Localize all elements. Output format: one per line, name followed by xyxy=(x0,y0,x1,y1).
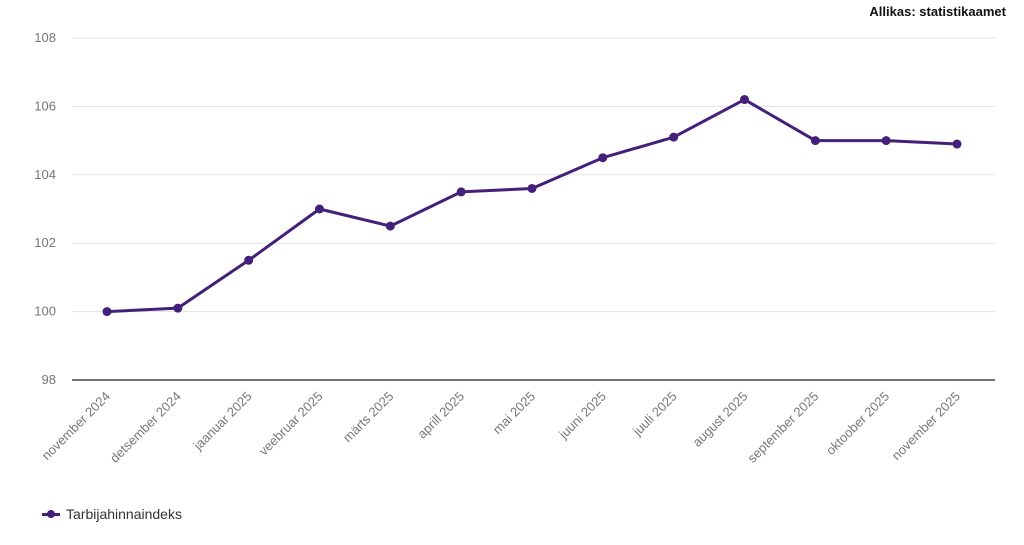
x-tick-label: oktoober 2025 xyxy=(823,389,892,458)
series-line xyxy=(106,98,958,314)
y-tick-label: 108 xyxy=(34,30,56,45)
legend-label: Tarbijahinnaindeks xyxy=(66,506,182,522)
x-tick-label: august 2025 xyxy=(689,389,750,450)
x-tick-label: november 2024 xyxy=(39,389,113,463)
y-tick-label: 100 xyxy=(34,304,56,319)
legend[interactable]: Tarbijahinnaindeks xyxy=(42,506,182,522)
data-point[interactable] xyxy=(810,136,820,146)
y-tick-label: 106 xyxy=(34,98,56,113)
legend-swatch-icon xyxy=(42,507,60,521)
source-label: Allikas: statistikaamet xyxy=(869,4,1006,19)
data-point[interactable] xyxy=(527,183,537,193)
x-tick-label: jaanuar 2025 xyxy=(190,389,255,454)
x-tick-label: veebruar 2025 xyxy=(256,389,326,459)
y-tick-label: 102 xyxy=(34,235,56,250)
x-tick-label: november 2025 xyxy=(889,389,963,463)
x-tick-label: juuli 2025 xyxy=(629,389,680,440)
data-point[interactable] xyxy=(881,136,891,146)
data-point[interactable] xyxy=(173,303,183,313)
data-point[interactable] xyxy=(244,255,254,265)
y-tick-label: 98 xyxy=(42,372,56,387)
gridlines xyxy=(72,37,995,381)
data-point[interactable] xyxy=(315,204,324,214)
x-tick-label: mai 2025 xyxy=(490,389,538,437)
data-point[interactable] xyxy=(598,153,608,163)
x-tick-label: detsember 2024 xyxy=(107,389,184,466)
data-point[interactable] xyxy=(952,139,962,149)
y-axis-ticks: 98 100 102 104 106 108 xyxy=(34,30,56,387)
data-point[interactable] xyxy=(669,132,679,142)
x-tick-label: märts 2025 xyxy=(340,389,397,446)
data-point[interactable] xyxy=(456,187,466,197)
x-tick-label: juuni 2025 xyxy=(555,389,609,443)
x-tick-label: september 2025 xyxy=(744,389,821,466)
y-tick-label: 104 xyxy=(34,167,56,182)
data-point[interactable] xyxy=(385,221,395,231)
series-layer xyxy=(102,95,962,317)
data-point[interactable] xyxy=(740,95,749,105)
data-point[interactable] xyxy=(102,307,112,317)
x-tick-label: aprill 2025 xyxy=(414,389,467,442)
